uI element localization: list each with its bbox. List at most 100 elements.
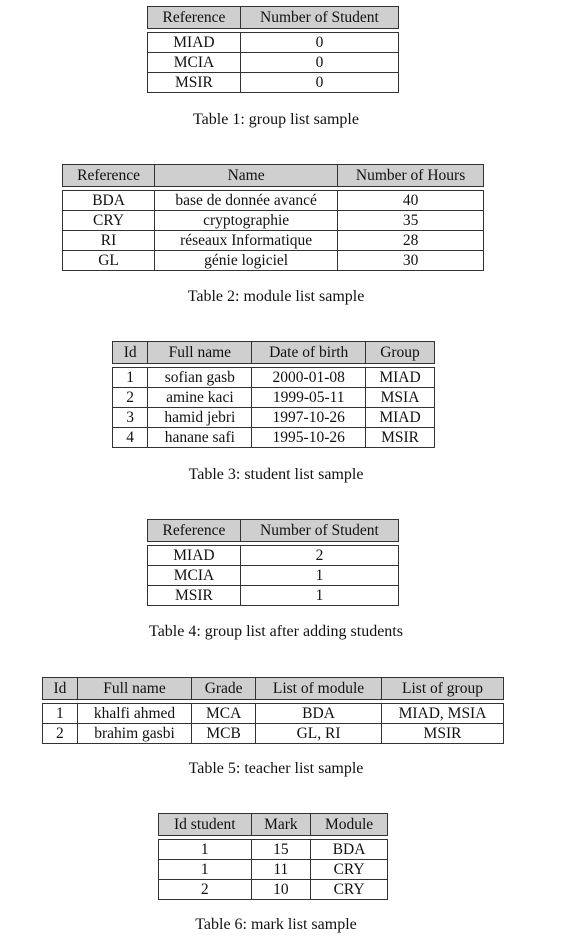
table-cell: 15 — [250, 839, 312, 860]
table-row: CRY cryptographie 35 — [61, 210, 484, 231]
table-cell: RI — [61, 230, 156, 251]
table-cell: MIAD — [365, 407, 435, 428]
table-header-row: Id Full name Grade List of module List o… — [42, 677, 504, 700]
table-cell: 1 — [158, 859, 252, 880]
table-caption: Table 4: group list after adding student… — [149, 623, 403, 640]
table-header-row: Reference Number of Student — [147, 6, 400, 29]
mark-table: Id student Mark Module 1 15 BDA 1 11 CRY… — [158, 813, 388, 900]
table-header-row: Id Full name Date of birth Group — [111, 341, 435, 364]
table-row: MIAD 2 — [147, 545, 400, 566]
table-cell: MCB — [191, 723, 257, 744]
table-cell: 2 — [111, 387, 149, 408]
table-cell: CRY — [310, 879, 388, 900]
table-row: MCIA 0 — [147, 52, 400, 73]
table-cell: MIAD — [365, 367, 435, 388]
table-cell: MSIR — [147, 72, 241, 93]
column-header: Reference — [147, 519, 241, 542]
table-cell: BDA — [310, 839, 388, 860]
table-cell: 4 — [111, 427, 149, 448]
table-row: MCIA 1 — [147, 565, 400, 586]
column-header: Module — [310, 813, 388, 836]
table-cell: cryptographie — [154, 210, 339, 231]
column-header: Group — [365, 341, 435, 364]
column-header: Date of birth — [251, 341, 367, 364]
column-header: Full name — [147, 341, 253, 364]
column-header: Number of Student — [239, 6, 400, 29]
table-cell: 1 — [42, 703, 78, 724]
table-cell: 1 — [111, 367, 149, 388]
table-cell: 3 — [111, 407, 149, 428]
table-row: 1 sofian gasb 2000-01-08 MIAD — [111, 367, 435, 388]
table-cell: amine kaci — [147, 387, 253, 408]
table-cell: 35 — [337, 210, 484, 231]
table-cell: MIAD — [147, 32, 241, 53]
column-header: Reference — [61, 164, 156, 187]
table-caption: Table 2: module list sample — [187, 288, 365, 305]
table-cell: 1 — [158, 839, 252, 860]
table-cell: 2 — [158, 879, 252, 900]
table-cell: réseaux Informatique — [154, 230, 339, 251]
table-row: 2 10 CRY — [158, 879, 388, 900]
table-cell: GL, RI — [255, 723, 382, 744]
table-cell: 2 — [239, 545, 400, 566]
column-header: Id — [42, 677, 78, 700]
table-cell: MCIA — [147, 565, 241, 586]
table-cell: MCA — [191, 703, 257, 724]
table-cell: hamid jebri — [147, 407, 253, 428]
table-caption: Table 6: mark list sample — [195, 916, 357, 933]
group-table-after: Reference Number of Student MIAD 2 MCIA … — [147, 519, 400, 606]
table-row: MSIR 1 — [147, 585, 400, 606]
table-row: 1 khalfi ahmed MCA BDA MIAD, MSIA — [42, 703, 504, 724]
column-header: Number of Student — [239, 519, 400, 542]
table-cell: 1 — [239, 585, 400, 606]
table-caption: Table 1: group list sample — [193, 111, 359, 128]
table-cell: 1 — [239, 565, 400, 586]
table-header-row: Id student Mark Module — [158, 813, 388, 836]
group-table: Reference Number of Student MIAD 0 MCIA … — [147, 6, 400, 93]
table-cell: 10 — [250, 879, 312, 900]
module-table: Reference Name Number of Hours BDA base … — [61, 164, 484, 271]
column-header: Number of Hours — [337, 164, 484, 187]
table-cell: 30 — [337, 250, 484, 271]
table-cell: CRY — [61, 210, 156, 231]
table-header-row: Reference Number of Student — [147, 519, 400, 542]
table-cell: MSIR — [147, 585, 241, 606]
table-row: BDA base de donnée avancé 40 — [61, 190, 484, 211]
table-row: 1 15 BDA — [158, 839, 388, 860]
table-cell: MSIR — [365, 427, 435, 448]
table-cell: 0 — [239, 72, 400, 93]
table-cell: GL — [61, 250, 156, 271]
table-cell: 0 — [239, 52, 400, 73]
column-header: List of module — [255, 677, 382, 700]
table-cell: sofian gasb — [147, 367, 253, 388]
table-cell: brahim gasbi — [76, 723, 193, 744]
table-cell: 28 — [337, 230, 484, 251]
column-header: Id — [111, 341, 149, 364]
table-cell: BDA — [61, 190, 156, 211]
table-cell: MIAD, MSIA — [381, 703, 504, 724]
column-header: List of group — [381, 677, 504, 700]
table-caption: Table 3: student list sample — [188, 466, 364, 483]
table-cell: MIAD — [147, 545, 241, 566]
table-row: MSIR 0 — [147, 72, 400, 93]
table-cell: MSIR — [381, 723, 504, 744]
table-cell: base de donnée avancé — [154, 190, 339, 211]
table-cell: CRY — [310, 859, 388, 880]
table-cell: 1995-10-26 — [251, 427, 367, 448]
column-header: Name — [154, 164, 339, 187]
table-cell: hanane safi — [147, 427, 253, 448]
table-cell: génie logiciel — [154, 250, 339, 271]
table-cell: 2 — [42, 723, 78, 744]
table-row: 3 hamid jebri 1997-10-26 MIAD — [111, 407, 435, 428]
table-caption: Table 5: teacher list sample — [188, 760, 364, 777]
column-header: Reference — [147, 6, 241, 29]
table-cell: MSIA — [365, 387, 435, 408]
student-table: Id Full name Date of birth Group 1 sofia… — [111, 341, 435, 448]
table-cell: 1999-05-11 — [251, 387, 367, 408]
table-cell: 11 — [250, 859, 312, 880]
table-row: 2 brahim gasbi MCB GL, RI MSIR — [42, 723, 504, 744]
table-cell: BDA — [255, 703, 382, 724]
table-row: RI réseaux Informatique 28 — [61, 230, 484, 251]
table-row: GL génie logiciel 30 — [61, 250, 484, 271]
teacher-table: Id Full name Grade List of module List o… — [42, 677, 504, 744]
